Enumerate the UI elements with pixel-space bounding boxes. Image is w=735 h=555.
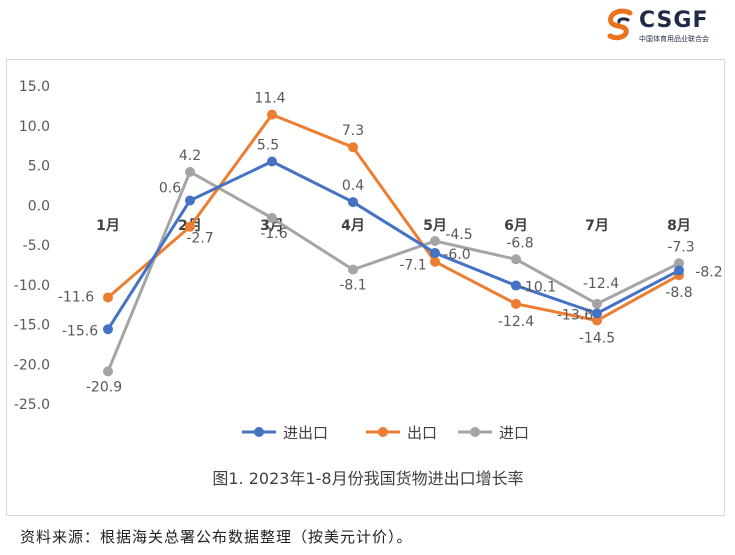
data-label: -4.5: [445, 227, 472, 243]
data-point: [348, 197, 358, 208]
y-tick-label: -5.0: [23, 238, 50, 254]
data-point: [348, 264, 358, 275]
data-label: -14.5: [579, 331, 615, 347]
x-category-label: 4月: [341, 218, 365, 234]
y-tick-label: -15.0: [14, 318, 50, 334]
data-point: [511, 254, 521, 265]
y-tick-label: -25.0: [14, 397, 50, 413]
legend-label: 进口: [499, 424, 529, 442]
legend-label: 进出口: [283, 424, 328, 442]
data-point: [103, 292, 113, 303]
data-point: [430, 256, 440, 267]
data-label: -8.1: [339, 278, 366, 294]
data-label: -20.9: [86, 379, 122, 395]
data-point: [267, 156, 277, 167]
data-point: [103, 366, 113, 377]
data-label: 4.2: [179, 148, 201, 164]
data-point: [674, 258, 684, 269]
data-label: -2.7: [186, 231, 213, 247]
data-label: -11.6: [58, 289, 94, 305]
data-label: -7.3: [667, 239, 694, 255]
data-label: -13.6: [557, 307, 593, 323]
data-point: [511, 280, 521, 291]
legend-label: 出口: [407, 424, 437, 442]
data-label: -12.4: [498, 314, 534, 330]
x-category-label: 1月: [96, 218, 120, 234]
y-tick-label: 10.0: [19, 119, 50, 135]
data-point: [267, 212, 277, 223]
data-label: -8.8: [665, 285, 692, 301]
logo-wordmark: CSGF: [639, 8, 709, 33]
data-label: 0.4: [342, 178, 364, 194]
line-chart: 15.0 10.0 5.0 0.0 -5.0 -10.0 -15.0 -20.0 -25.0 1月…: [14, 79, 723, 488]
data-point: [185, 195, 195, 206]
data-label: -6.8: [506, 235, 533, 251]
data-label: -12.4: [583, 276, 619, 292]
data-label: -7.1: [399, 258, 426, 274]
logo-subtitle: 中国体育用品业联合会: [639, 35, 709, 43]
data-label: -8.2: [695, 264, 722, 280]
x-category-label: 6月: [504, 218, 528, 234]
x-category-label: 5月: [423, 218, 447, 234]
data-label: -6.0: [443, 247, 470, 263]
series-line-1: [106, 113, 681, 323]
data-point: [103, 324, 113, 335]
legend-swatch-marker: [378, 427, 388, 437]
data-point: [348, 142, 358, 153]
data-point: [267, 109, 277, 120]
y-tick-label: -20.0: [14, 357, 50, 373]
y-tick-label: -10.0: [14, 278, 50, 294]
data-point: [592, 315, 602, 326]
y-tick-label: 5.0: [28, 159, 50, 175]
y-tick-label: 15.0: [19, 79, 50, 95]
csgf-logo-icon: [607, 8, 633, 41]
data-point: [430, 247, 440, 258]
chart-frame: [6, 59, 725, 516]
data-label: -15.6: [62, 323, 98, 339]
data-point: [430, 236, 440, 247]
y-tick-label: 0.0: [28, 198, 50, 214]
data-label: 0.6: [159, 180, 181, 196]
data-point: [511, 298, 521, 309]
data-point: [185, 166, 195, 177]
data-point: [592, 298, 602, 309]
series-line-0: [106, 160, 681, 331]
data-label: 11.4: [254, 91, 285, 107]
data-label: 7.3: [342, 123, 364, 139]
x-category-label: 8月: [667, 218, 691, 234]
data-point: [674, 265, 684, 276]
data-label: -1.6: [260, 226, 287, 242]
data-label: 5.5: [257, 138, 279, 154]
csgf-logo: CSGF 中国体育用品业联合会: [606, 6, 728, 46]
series-line-2: [106, 170, 681, 373]
chart-title: 图1. 2023年1-8月份我国货物进出口增长率: [212, 469, 523, 488]
legend-swatch-marker: [470, 427, 480, 437]
legend-swatch-marker: [254, 427, 264, 437]
x-category-label: 7月: [585, 218, 609, 234]
data-label: -10.1: [520, 280, 556, 296]
data-source-note: 资料来源：根据海关总署公布数据整理（按美元计价）。: [20, 528, 413, 546]
data-point: [185, 221, 195, 232]
data-point: [592, 308, 602, 319]
